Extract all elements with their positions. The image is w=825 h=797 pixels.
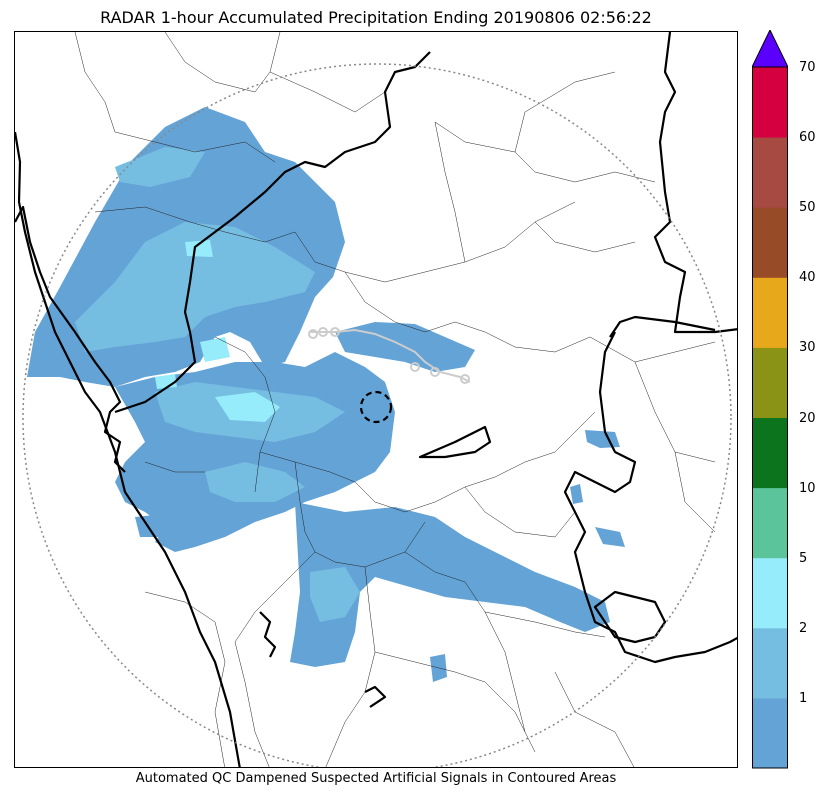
colorbar-tick-label: 2 <box>799 620 808 636</box>
qc-contoured-areas <box>308 327 471 384</box>
colorbar-tick-label: 20 <box>799 410 816 426</box>
colorbar-bin <box>752 207 788 278</box>
colorbar-bin <box>752 557 788 629</box>
south-islet-2 <box>364 685 387 708</box>
precipitation-colorbar <box>752 30 788 769</box>
colorbar-bin <box>752 487 788 559</box>
map-title: RADAR 1-hour Accumulated Precipitation E… <box>100 8 652 27</box>
colorbar-tick-label: 60 <box>799 130 816 146</box>
precip-south-band <box>290 502 610 667</box>
precip-cell-1 <box>585 430 620 448</box>
colorbar-bin <box>752 347 788 418</box>
radar-map[interactable] <box>14 31 738 768</box>
colorbar-bin <box>752 277 788 348</box>
precip-cell-5 <box>135 514 167 537</box>
colorbar-tick-label: 30 <box>799 340 816 356</box>
precip-cell-4 <box>595 527 625 547</box>
district-boundaries <box>74 32 716 767</box>
colorbar-bin <box>752 137 788 208</box>
precipitation-2-5mm <box>155 240 280 422</box>
south-islet <box>259 611 277 658</box>
colorbar-bin <box>752 697 788 769</box>
colorbar-tick-label: 40 <box>799 270 816 286</box>
colorbar-bin <box>752 627 788 699</box>
precip-cell-3 <box>570 484 583 504</box>
western-border <box>15 205 126 473</box>
radar-map-canvas <box>15 32 737 767</box>
coastline <box>15 131 241 767</box>
colorbar-extend-arrow <box>752 30 788 68</box>
eastern-border <box>653 32 737 334</box>
colorbar-outline <box>752 66 788 769</box>
northern-state-border <box>114 51 431 414</box>
qc-dashed-circle <box>359 390 393 424</box>
east-enclave-border <box>563 331 737 664</box>
inner-enclave <box>418 425 492 459</box>
colorbar-tick-label: 5 <box>799 550 808 566</box>
east-enclave <box>609 315 716 338</box>
colorbar-tick-label: 70 <box>799 60 816 75</box>
colorbar-bin <box>752 67 788 138</box>
radar-range-ring <box>22 63 732 767</box>
south-enclave <box>593 590 667 644</box>
colorbar-bin <box>752 417 788 489</box>
map-caption: Automated QC Dampened Suspected Artifici… <box>135 771 617 786</box>
state-borders <box>15 32 737 767</box>
colorbar-tick-label: 1 <box>799 690 808 706</box>
colorbar-tick-label: 50 <box>799 200 816 216</box>
colorbar-tick-label: 10 <box>799 480 816 496</box>
